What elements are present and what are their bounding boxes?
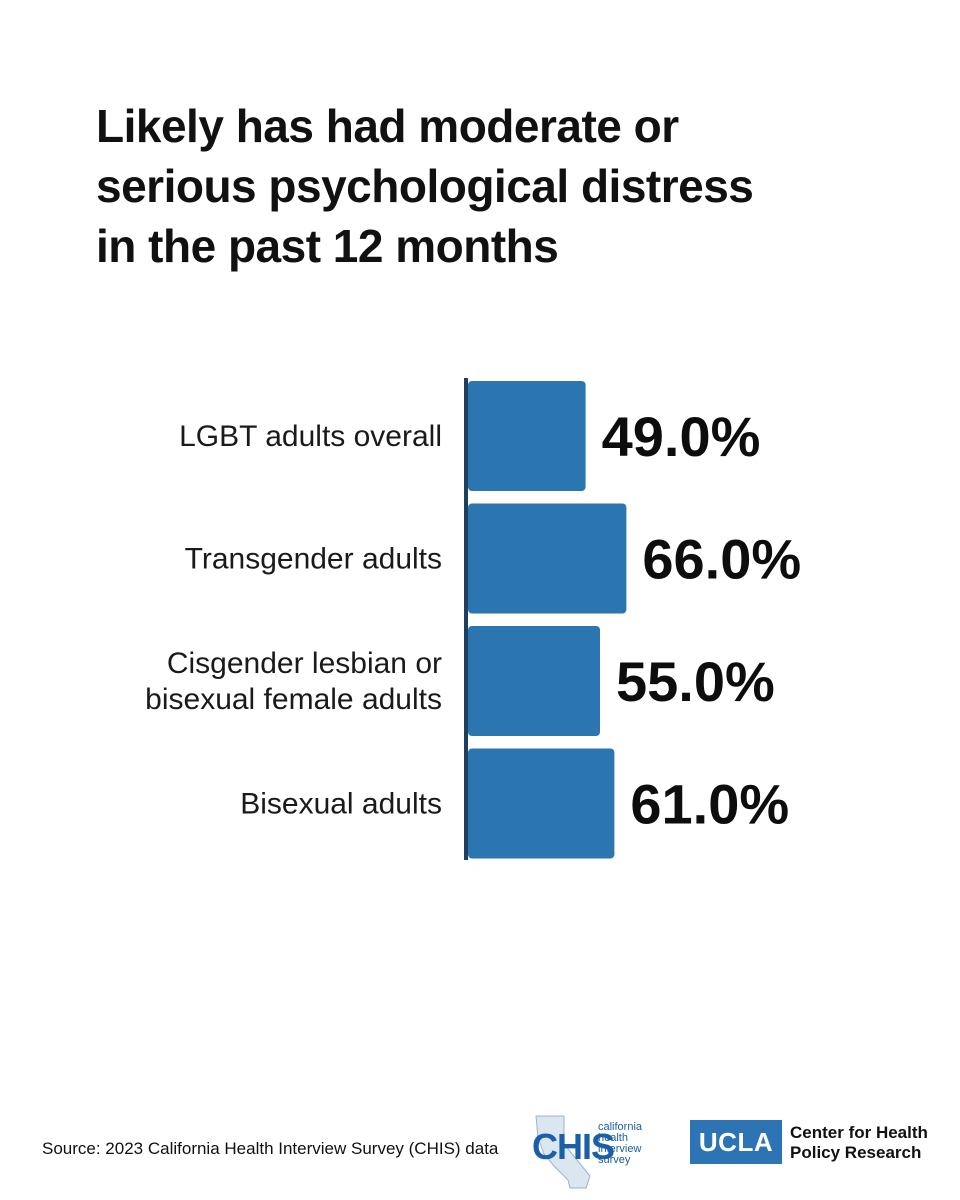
- value-label-1: 49.0%: [602, 405, 761, 468]
- value-label-4: 61.0%: [630, 773, 789, 836]
- category-label-4-line-1: Bisexual adults: [240, 788, 442, 821]
- ucla-logo-line-1: Center for Health: [790, 1123, 928, 1142]
- chart-title: Likely has had moderate or serious psych…: [96, 96, 876, 276]
- chis-logo-sub-3: interview: [598, 1143, 642, 1155]
- value-label-3: 55.0%: [616, 650, 775, 713]
- ucla-logo-text: Center for Health Policy Research: [790, 1123, 928, 1163]
- chis-logo-sub-4: survey: [598, 1154, 631, 1166]
- ucla-logo-box: UCLA: [690, 1120, 782, 1164]
- category-label-4: Bisexual adults: [240, 788, 442, 821]
- chis-logo: CHIS california health interview survey: [532, 1114, 650, 1190]
- california-state-icon: [535, 1115, 591, 1189]
- chart-title-line-3: in the past 12 months: [96, 220, 559, 272]
- bar-4: [468, 748, 615, 859]
- category-label-3-line-1: Cisgender lesbian or: [167, 647, 442, 680]
- category-label-3-line-2: bisexual female adults: [145, 683, 442, 716]
- chis-logo-sub-2: health: [598, 1132, 628, 1144]
- category-label-1-line-1: LGBT adults overall: [179, 420, 442, 453]
- ucla-logo-line-2: Policy Research: [790, 1143, 922, 1162]
- value-label-2: 66.0%: [642, 528, 801, 591]
- chis-logo-sub-1: california: [598, 1121, 643, 1133]
- bar-chart: 49.0% LGBT adults overall 66.0% Transgender…: [145, 378, 801, 860]
- chart-title-line-1: Likely has had moderate or: [96, 100, 679, 152]
- chis-logo-wordmark: CHIS: [532, 1126, 615, 1167]
- category-label-1: LGBT adults overall: [179, 420, 442, 453]
- ucla-center-logo: UCLA Center for Health Policy Research: [690, 1120, 930, 1166]
- chis-logo-subtitle: california health interview survey: [598, 1122, 658, 1166]
- bar-3: [468, 626, 600, 736]
- category-label-3: Cisgender lesbian or bisexual female adul…: [145, 647, 442, 716]
- chart-title-line-2: serious psychological distress: [96, 160, 754, 212]
- bar-2: [468, 503, 627, 614]
- bar-1: [468, 381, 586, 491]
- category-label-2-line-1: Transgender adults: [185, 543, 442, 576]
- source-note: Source: 2023 California Health Interview…: [42, 1139, 499, 1158]
- category-label-2: Transgender adults: [185, 543, 442, 576]
